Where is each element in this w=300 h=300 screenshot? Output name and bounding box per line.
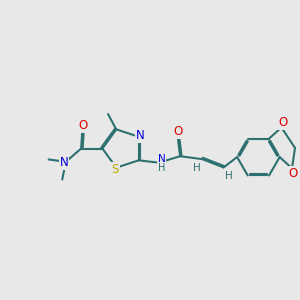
Text: H: H xyxy=(158,163,166,173)
Text: O: O xyxy=(278,116,287,129)
Text: N: N xyxy=(60,156,68,169)
Text: N: N xyxy=(136,129,145,142)
Text: N: N xyxy=(158,154,166,164)
Text: H: H xyxy=(193,163,201,173)
Text: O: O xyxy=(173,125,182,139)
Text: O: O xyxy=(289,167,298,180)
Text: O: O xyxy=(78,119,88,132)
Text: S: S xyxy=(112,163,119,176)
Text: H: H xyxy=(225,171,233,181)
